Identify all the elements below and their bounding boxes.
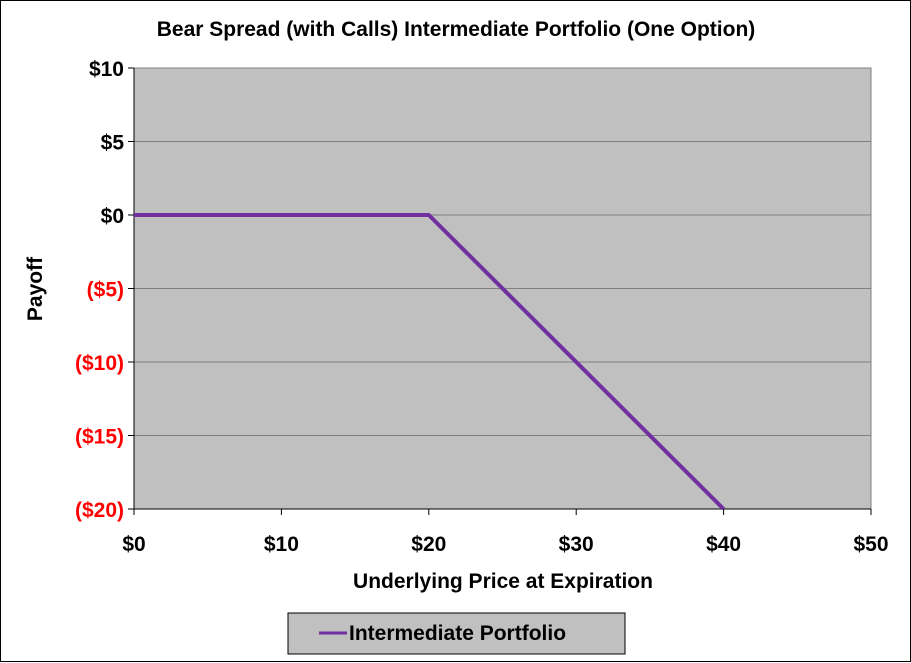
- y-tick-label: ($15): [75, 426, 124, 449]
- x-axis-label: Underlying Price at Expiration: [353, 570, 653, 593]
- series-line-intermediate-portfolio: [134, 213, 726, 511]
- y-axis: $10 $5 $0 ($5) ($10) ($15) ($20): [75, 58, 135, 522]
- y-axis-label: Payoff: [24, 256, 47, 321]
- chart-title: Bear Spread (with Calls) Intermediate Po…: [157, 18, 756, 41]
- y-tick-label: ($5): [87, 279, 124, 302]
- y-tick-label: ($10): [75, 352, 124, 375]
- legend-label-intermediate-portfolio: Intermediate Portfolio: [349, 622, 566, 645]
- y-tick-label: $10: [89, 58, 124, 81]
- x-tick-label: $20: [411, 533, 446, 556]
- y-tick-label: ($20): [75, 499, 124, 522]
- series-group: [134, 213, 726, 511]
- x-tick-label: $10: [264, 533, 299, 556]
- x-axis: $0 $10 $20 $30 $40 $50: [122, 508, 889, 556]
- x-tick-label: $50: [853, 533, 888, 556]
- x-tick-label: $0: [122, 533, 145, 556]
- y-tick-label: $0: [101, 205, 124, 228]
- x-tick-label: $40: [706, 533, 741, 556]
- legend: Intermediate Portfolio: [287, 612, 626, 655]
- x-tick-label: $30: [559, 533, 594, 556]
- y-tick-label: $5: [101, 132, 125, 155]
